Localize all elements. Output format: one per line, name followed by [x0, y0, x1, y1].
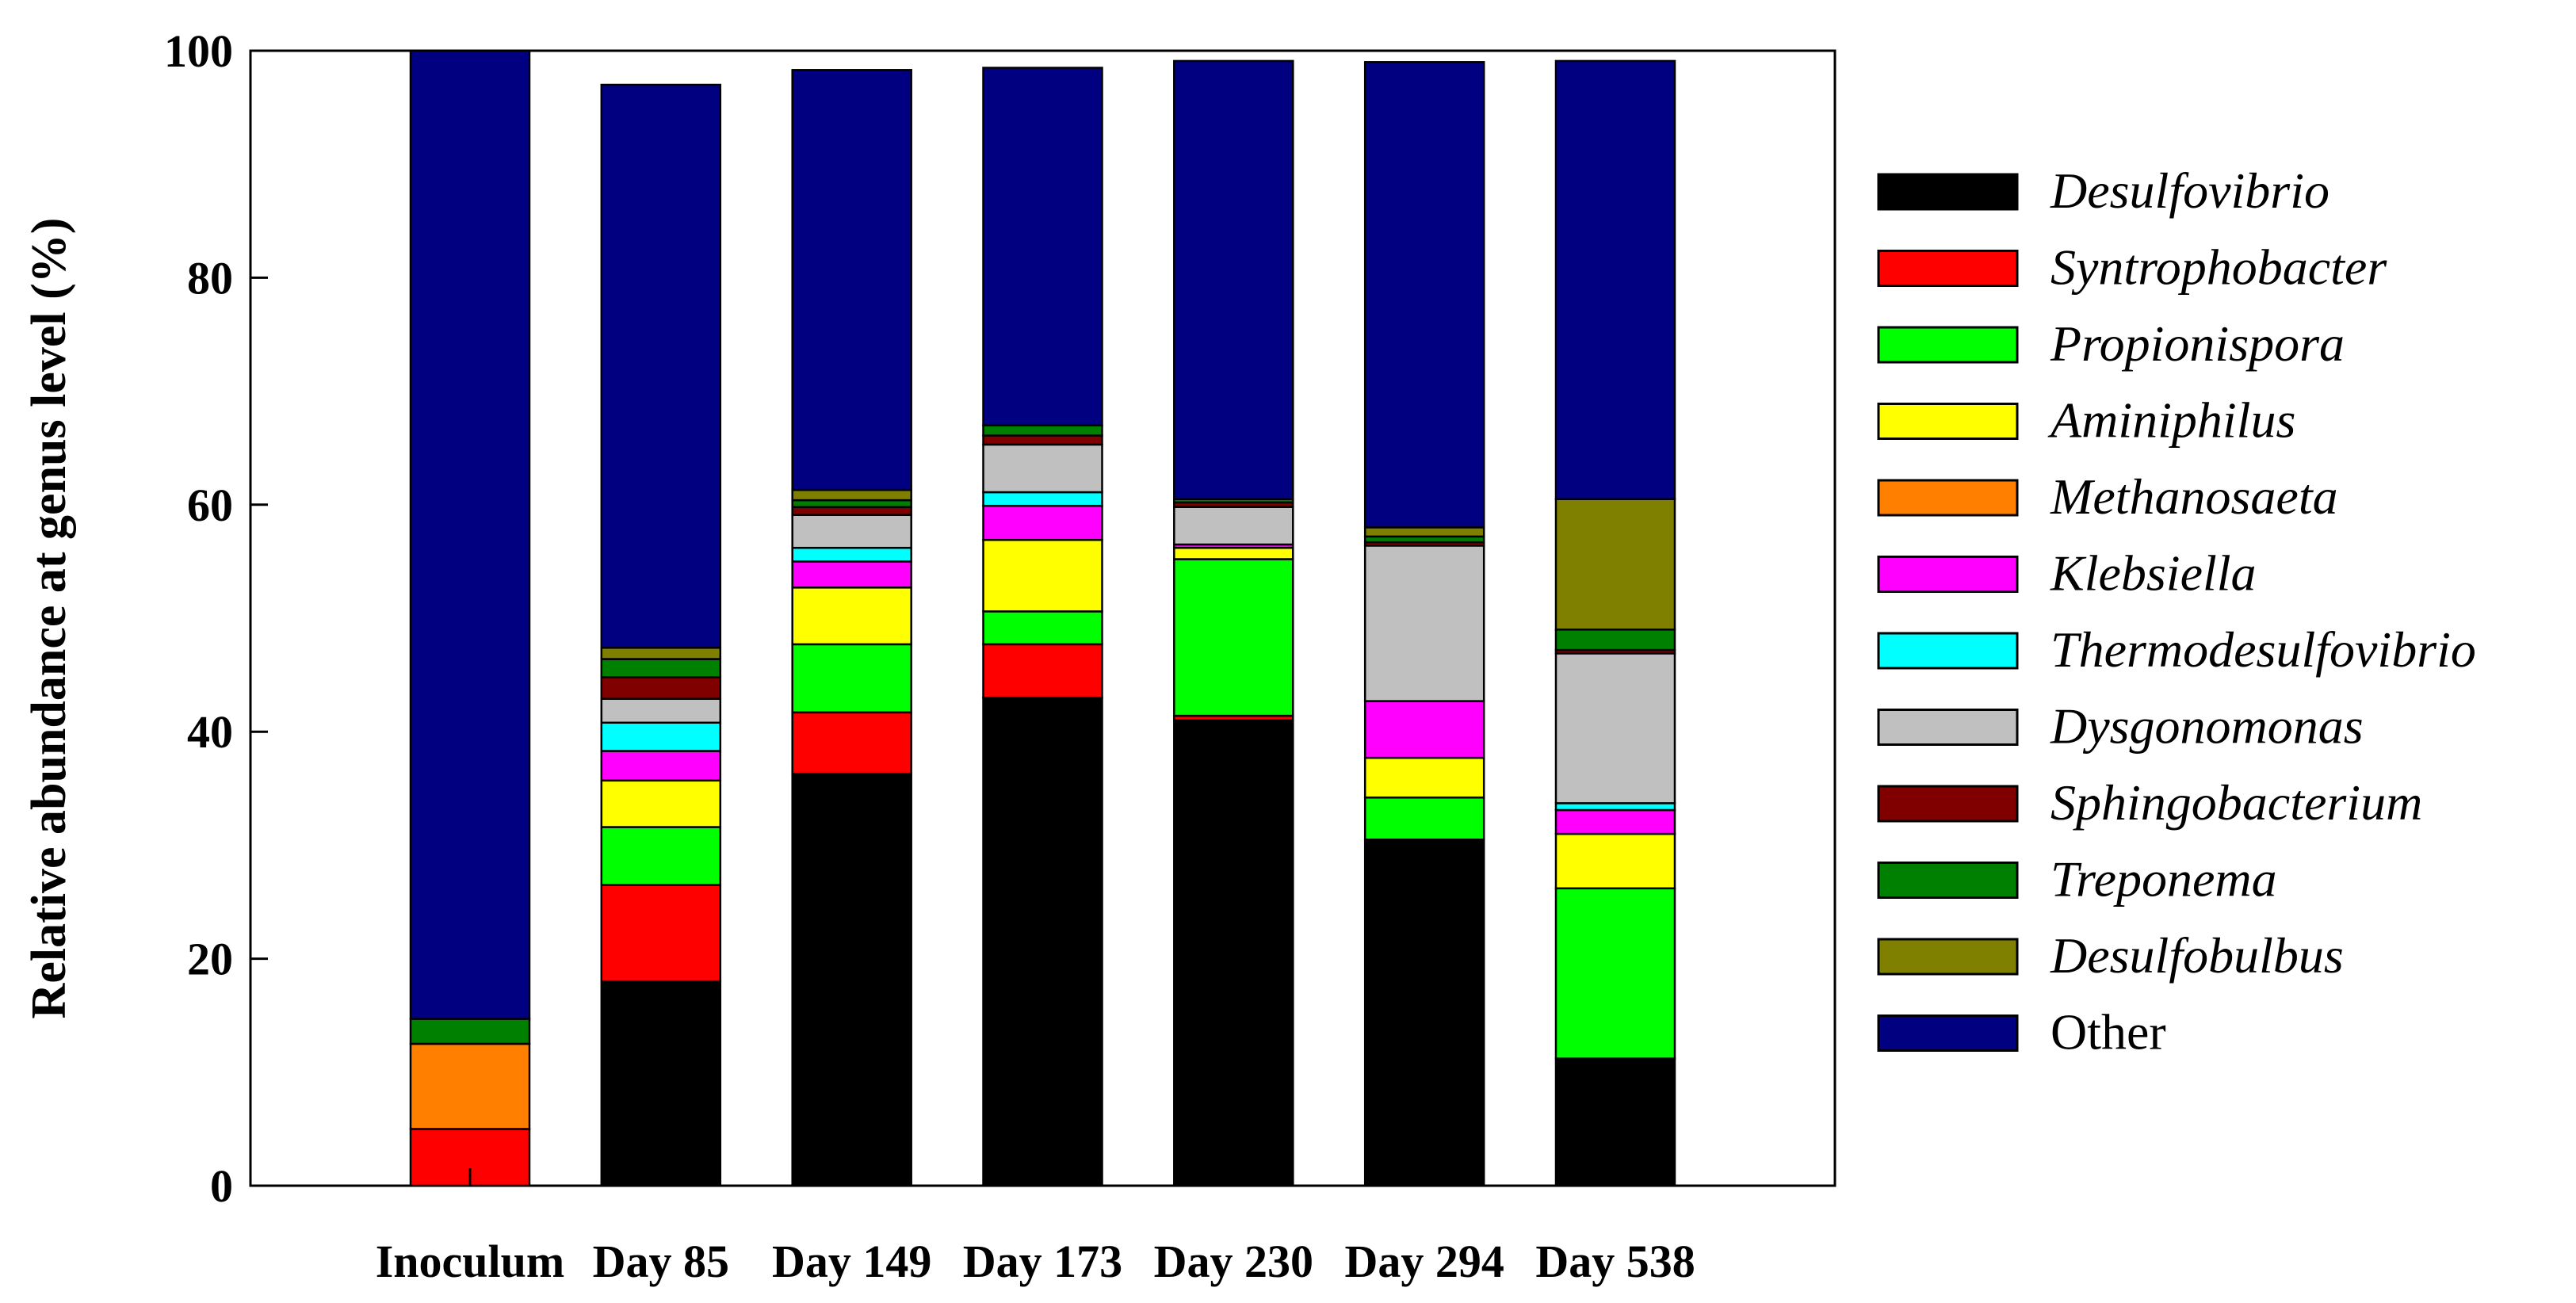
- legend-label-aminiphilus: Aminiphilus: [2047, 392, 2295, 449]
- bar-segment-other-day-85: [600, 83, 722, 649]
- y-tick-label: 60: [187, 480, 233, 531]
- bar-segment-thermodesulfovibrio-day-85: [600, 721, 722, 752]
- legend-label-desulfobulbus: Desulfobulbus: [2050, 927, 2344, 984]
- legend-label-thermodesulfovibrio: Thermodesulfovibrio: [2050, 621, 2476, 678]
- legend: Desulfovibrio Syntrophobacter Propionispor…: [1877, 162, 2476, 1060]
- bar-segment-aminiphilus-day-230: [1173, 546, 1294, 560]
- bar-segment-desulfovibrio-day-230: [1173, 719, 1294, 1187]
- bar-segment-other-day-173: [982, 67, 1103, 426]
- bar-segment-klebsiella-day-538: [1554, 808, 1676, 835]
- bar-segment-klebsiella-day-173: [982, 504, 1103, 541]
- bar-segment-propionispora-day-149: [791, 643, 912, 714]
- bar-segment-propionispora-day-173: [982, 610, 1103, 646]
- bar-segment-desulfobulbus-day-294: [1363, 526, 1485, 538]
- bar-segment-desulfovibrio-day-173: [982, 696, 1103, 1187]
- bar-segment-syntrophobacter-day-85: [600, 884, 722, 983]
- legend-swatch-methanosaeta: [1877, 479, 2019, 517]
- legend-swatch-aminiphilus: [1877, 403, 2019, 440]
- x-tick-label: Day 85: [593, 1236, 729, 1287]
- x-tick-label: Day 173: [963, 1236, 1122, 1287]
- bar-segment-aminiphilus-day-173: [982, 538, 1103, 613]
- bar-segment-treponema-day-149: [791, 499, 912, 508]
- bars-group: [409, 49, 1676, 1187]
- bar-segment-sphingobacterium-day-173: [982, 434, 1103, 446]
- bar-segment-desulfovibrio-day-538: [1554, 1057, 1676, 1187]
- bar-segment-other-day-230: [1173, 59, 1294, 500]
- bar-segment-treponema-day-538: [1554, 629, 1676, 652]
- bar-segment-klebsiella-day-85: [600, 750, 722, 781]
- x-tick-label: Day 294: [1344, 1236, 1504, 1287]
- bar-segment-other-day-294: [1363, 61, 1485, 529]
- bar-segment-methanosaeta-inoculum: [409, 1042, 531, 1130]
- bar-segment-desulfovibrio-day-149: [791, 772, 912, 1187]
- legend-label-syntrophobacter: Syntrophobacter: [2050, 239, 2387, 296]
- bar-segment-klebsiella-day-149: [791, 560, 912, 589]
- bar-segment-syntrophobacter-day-173: [982, 643, 1103, 699]
- legend-swatch-sphingobacterium: [1877, 785, 2019, 823]
- legend-label-other: Other: [2050, 1004, 2166, 1060]
- legend-label-desulfovibrio: Desulfovibrio: [2050, 162, 2329, 219]
- legend-swatch-syntrophobacter: [1877, 250, 2019, 287]
- bar-segment-thermodesulfovibrio-day-173: [982, 491, 1103, 507]
- y-tick-label: 20: [187, 934, 233, 985]
- bar-segment-treponema-day-173: [982, 424, 1103, 437]
- x-tick-label: Day 230: [1154, 1236, 1313, 1287]
- bar-segment-aminiphilus-day-294: [1363, 756, 1485, 799]
- bar-segment-aminiphilus-day-538: [1554, 832, 1676, 890]
- bar-segment-klebsiella-day-294: [1363, 700, 1485, 759]
- bar-segment-sphingobacterium-day-85: [600, 676, 722, 700]
- bar-segment-dysgonomonas-day-294: [1363, 545, 1485, 702]
- bar-segment-other-day-538: [1554, 59, 1676, 500]
- bar-segment-desulfovibrio-day-85: [600, 980, 722, 1187]
- bar-segment-treponema-inoculum: [409, 1018, 531, 1045]
- x-tick-label: Day 149: [772, 1236, 931, 1287]
- bar-segment-sphingobacterium-day-149: [791, 506, 912, 516]
- x-tick-label: Day 538: [1535, 1236, 1695, 1287]
- legend-swatch-thermodesulfovibrio: [1877, 632, 2019, 670]
- y-tick-label: 100: [164, 25, 233, 77]
- x-tick-label: Inoculum: [376, 1236, 565, 1287]
- bar-segment-desulfovibrio-day-294: [1363, 838, 1485, 1187]
- bar-segment-aminiphilus-day-149: [791, 587, 912, 646]
- legend-swatch-desulfovibrio: [1877, 173, 2019, 211]
- bar-segment-treponema-day-85: [600, 658, 722, 678]
- legend-swatch-desulfobulbus: [1877, 938, 2019, 976]
- legend-swatch-other: [1877, 1015, 2019, 1052]
- legend-label-dysgonomonas: Dysgonomonas: [2050, 698, 2364, 755]
- bar-segment-aminiphilus-day-85: [600, 779, 722, 828]
- y-axis-title: Relative abundance at genus level (%): [22, 218, 76, 1019]
- legend-swatch-propionispora: [1877, 326, 2019, 364]
- bar-segment-propionispora-day-85: [600, 826, 722, 886]
- bar-segment-dysgonomonas-day-85: [600, 697, 722, 724]
- legend-label-klebsiella: Klebsiella: [2050, 545, 2257, 602]
- bar-segment-dysgonomonas-day-538: [1554, 652, 1676, 804]
- legend-swatch-dysgonomonas: [1877, 709, 2019, 746]
- legend-label-methanosaeta: Methanosaeta: [2050, 468, 2338, 525]
- bar-segment-propionispora-day-230: [1173, 558, 1294, 717]
- bar-segment-desulfobulbus-day-149: [791, 488, 912, 502]
- bar-segment-other-day-149: [791, 69, 912, 491]
- legend-label-sphingobacterium: Sphingobacterium: [2050, 774, 2422, 831]
- bar-segment-propionispora-day-538: [1554, 887, 1676, 1060]
- y-tick-label: 40: [187, 706, 233, 758]
- y-tick-label: 80: [187, 252, 233, 304]
- bar-segment-other-inoculum: [409, 49, 531, 1020]
- legend-label-propionispora: Propionispora: [2050, 315, 2345, 372]
- y-tick-label: 0: [210, 1160, 233, 1212]
- legend-label-treponema: Treponema: [2050, 851, 2277, 908]
- bar-segment-desulfobulbus-day-85: [600, 646, 722, 660]
- bar-segment-thermodesulfovibrio-day-538: [1554, 802, 1676, 812]
- legend-swatch-klebsiella: [1877, 556, 2019, 593]
- bar-segment-propionispora-day-294: [1363, 797, 1485, 841]
- y-axis: 0 20 40 60 80 100: [164, 25, 268, 1212]
- bar-segment-thermodesulfovibrio-day-149: [791, 546, 912, 563]
- bar-segment-dysgonomonas-day-230: [1173, 506, 1294, 546]
- bar-segment-syntrophobacter-day-149: [791, 711, 912, 775]
- x-axis: Inoculum Day 85 Day 149 Day 173 Day 230 Day 2…: [376, 1168, 1695, 1287]
- bar-segment-desulfobulbus-day-538: [1554, 498, 1676, 631]
- bar-segment-dysgonomonas-day-173: [982, 443, 1103, 494]
- bar-segment-dysgonomonas-day-149: [791, 514, 912, 549]
- legend-swatch-treponema: [1877, 862, 2019, 899]
